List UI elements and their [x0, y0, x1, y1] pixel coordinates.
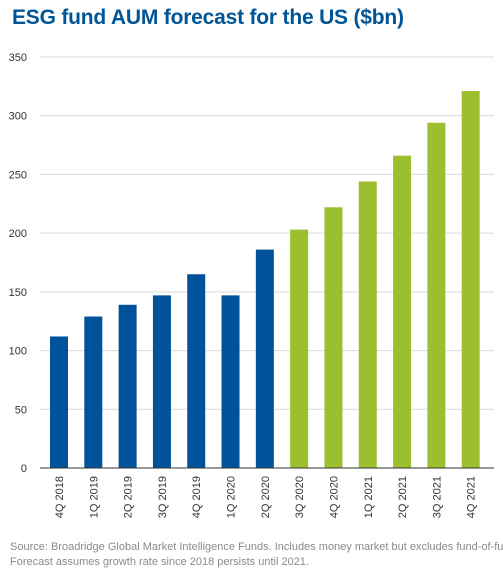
y-tick-label: 0	[21, 463, 27, 475]
x-tick-label: 1Q 2021	[363, 476, 375, 518]
bar-4q-2019	[187, 274, 206, 468]
x-tick-label: 1Q 2019	[88, 476, 100, 518]
x-tick-label: 3Q 2019	[157, 476, 169, 518]
bar-4q-2021	[461, 91, 480, 468]
x-axis: 4Q 2018 1Q 2019 2Q 2019 3Q 2019 4Q 2019 1Q 20…	[40, 467, 494, 518]
bar-1q-2021	[358, 181, 377, 468]
x-tick-label: 4Q 2018	[54, 476, 66, 518]
x-tick-label: 1Q 2020	[226, 476, 238, 518]
chart-title: ESG fund AUM forecast for the US ($bn)	[12, 6, 404, 29]
bar-4q-2020	[324, 207, 343, 468]
y-tick-label: 200	[9, 228, 27, 240]
bar-3q-2021	[427, 122, 446, 468]
y-axis: 0 50 100 150 200 250 300 350	[9, 52, 27, 475]
source-line-1: Source: Broadridge Global Market Intelli…	[10, 541, 503, 553]
bars	[50, 91, 480, 468]
x-tick-label: 2Q 2019	[123, 476, 135, 518]
y-tick-label: 100	[9, 346, 27, 358]
y-tick-label: 250	[9, 169, 27, 181]
x-tick-label: 4Q 2021	[466, 476, 478, 518]
x-tick-label: 4Q 2019	[191, 476, 203, 518]
bar-3q-2020	[290, 229, 309, 468]
source-note: Source: Broadridge Global Market Intelli…	[10, 540, 503, 570]
bar-3q-2019	[152, 295, 171, 468]
bar-4q-2018	[50, 336, 68, 468]
bar-2q-2019	[118, 304, 137, 468]
x-tick-label: 3Q 2021	[431, 476, 443, 518]
bar-1q-2020	[221, 295, 240, 468]
x-tick-label: 3Q 2020	[294, 476, 306, 518]
y-tick-label: 350	[9, 52, 27, 64]
bar-1q-2019	[84, 316, 103, 468]
x-tick-label: 2Q 2021	[397, 476, 409, 518]
y-tick-label: 150	[9, 287, 27, 299]
x-tick-label: 2Q 2020	[260, 476, 272, 518]
x-tick-label: 4Q 2020	[328, 476, 340, 518]
y-tick-label: 300	[9, 111, 27, 123]
bar-2q-2021	[393, 155, 412, 468]
source-line-2: Forecast assumes growth rate since 2018 …	[10, 556, 309, 568]
y-tick-label: 50	[15, 404, 27, 416]
bar-2q-2020	[255, 249, 274, 468]
